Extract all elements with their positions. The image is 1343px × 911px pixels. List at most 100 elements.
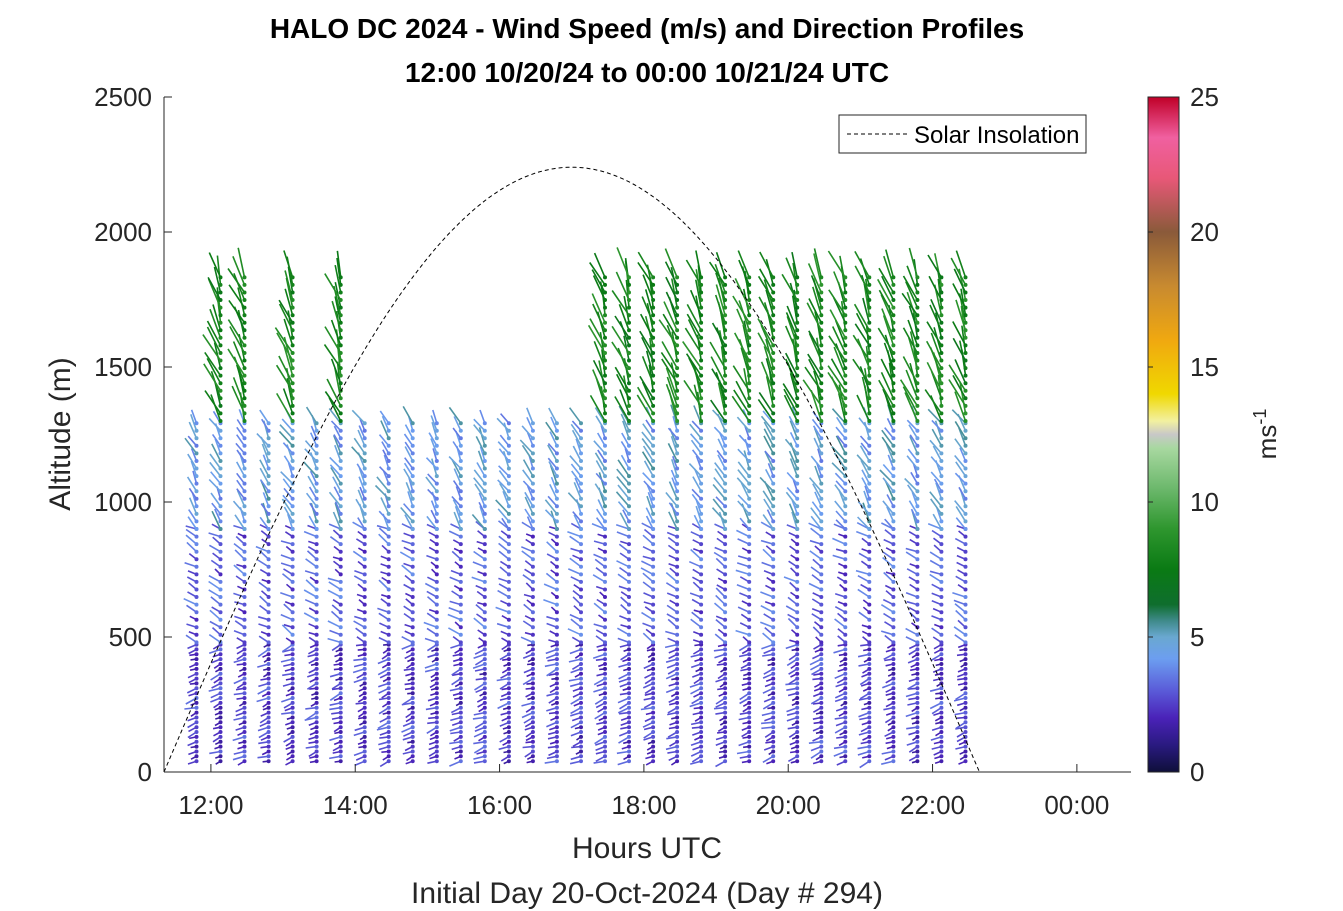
wind-barb-head bbox=[699, 730, 704, 734]
wind-barb-shaft bbox=[190, 414, 198, 431]
wind-barb-shaft bbox=[521, 425, 534, 439]
wind-barb-head bbox=[603, 443, 607, 448]
wind-barb-shaft bbox=[257, 559, 270, 568]
wind-barb-head bbox=[747, 632, 752, 637]
wind-barb-head bbox=[554, 739, 559, 744]
wind-barb-shaft bbox=[351, 446, 366, 462]
wind-barb-head bbox=[747, 647, 752, 652]
wind-barb-head bbox=[867, 759, 872, 764]
wind-barb-head bbox=[266, 466, 271, 471]
wind-barb-shaft bbox=[280, 471, 294, 485]
wind-barb-head bbox=[579, 610, 583, 615]
wind-barb-shaft bbox=[902, 356, 919, 384]
wind-barb-head bbox=[939, 652, 944, 657]
wind-barb-head bbox=[338, 587, 343, 592]
wind-barb-shaft bbox=[934, 420, 943, 439]
wind-barb-shaft bbox=[328, 491, 342, 507]
wind-barb-head bbox=[939, 489, 944, 494]
wind-barb-head bbox=[554, 700, 559, 705]
wind-barb-head bbox=[218, 328, 223, 333]
wind-barb-head bbox=[242, 715, 247, 720]
wind-barb-shaft bbox=[379, 410, 390, 424]
wind-barb-head bbox=[699, 388, 704, 393]
wind-barb-head bbox=[627, 749, 631, 754]
wind-barb-head bbox=[554, 759, 559, 764]
wind-barb-shaft bbox=[287, 513, 294, 530]
wind-barb-head bbox=[891, 328, 896, 333]
wind-barb-head bbox=[482, 421, 487, 426]
wind-barb-shaft bbox=[473, 424, 486, 439]
wind-barb-head bbox=[939, 710, 944, 715]
wind-barb-head bbox=[627, 730, 631, 734]
wind-barb-shaft bbox=[303, 530, 317, 538]
wind-barb-shaft bbox=[280, 592, 293, 598]
wind-barb-head bbox=[723, 676, 728, 681]
wind-barb-shaft bbox=[497, 702, 510, 710]
wind-barb-head bbox=[915, 481, 920, 486]
wind-barb-head bbox=[963, 305, 968, 310]
wind-barb-shaft bbox=[909, 434, 919, 447]
wind-barb-shaft bbox=[759, 476, 774, 492]
wind-barb-head bbox=[771, 632, 776, 637]
wind-barb-head bbox=[867, 725, 872, 730]
wind-barb-head bbox=[843, 403, 848, 408]
wind-barb-head bbox=[458, 696, 463, 700]
wind-barb-head bbox=[362, 451, 367, 456]
wind-barb-head bbox=[458, 459, 463, 463]
wind-barb-head bbox=[891, 681, 896, 686]
wind-barb-head bbox=[290, 632, 295, 637]
wind-barb-shaft bbox=[233, 273, 246, 301]
x-tick-label: 22:00 bbox=[900, 790, 965, 820]
wind-barb-head bbox=[410, 572, 415, 577]
wind-barb-head bbox=[699, 305, 704, 310]
wind-barb-head bbox=[675, 366, 680, 371]
wind-barb-shaft bbox=[642, 534, 654, 545]
wind-barb-head bbox=[603, 305, 607, 310]
wind-barb-head bbox=[699, 328, 704, 333]
wind-barb-head bbox=[867, 474, 872, 479]
wind-barb-head bbox=[362, 715, 367, 720]
wind-barb-head bbox=[843, 587, 848, 592]
wind-barb-head bbox=[867, 671, 872, 676]
wind-barb-head bbox=[362, 602, 367, 607]
wind-barb-head bbox=[963, 496, 968, 501]
wind-barb-head bbox=[867, 489, 872, 494]
wind-barb-shaft bbox=[333, 425, 342, 439]
wind-barb-head bbox=[434, 428, 439, 433]
wind-barb-shaft bbox=[640, 567, 654, 576]
wind-barb-head bbox=[675, 686, 680, 691]
wind-barb-shaft bbox=[789, 458, 798, 477]
wind-barb-shaft bbox=[356, 463, 366, 477]
wind-barb-head bbox=[242, 595, 247, 599]
wind-barb-head bbox=[603, 388, 607, 393]
wind-barb-head bbox=[843, 511, 848, 516]
wind-barb-head bbox=[843, 496, 848, 501]
wind-barb-shaft bbox=[324, 391, 342, 414]
wind-barb-head bbox=[723, 496, 728, 501]
wind-barb-shaft bbox=[661, 341, 678, 369]
wind-barb-head bbox=[747, 403, 752, 408]
wind-barb-shaft bbox=[430, 438, 438, 454]
wind-barb-head bbox=[771, 313, 776, 318]
wind-barb-head bbox=[386, 527, 391, 531]
y-tick-label: 1500 bbox=[94, 352, 152, 382]
wind-barb-head bbox=[699, 595, 704, 599]
wind-barb-head bbox=[627, 715, 631, 720]
wind-barb-head bbox=[867, 366, 872, 371]
wind-barb-head bbox=[314, 662, 319, 666]
wind-barb-shaft bbox=[839, 255, 847, 286]
wind-barb-head bbox=[314, 671, 319, 676]
wind-barb-head bbox=[891, 519, 896, 524]
wind-barb-head bbox=[530, 759, 535, 764]
wind-barb-head bbox=[434, 595, 439, 599]
wind-barb-head bbox=[314, 759, 319, 764]
wind-barb-head bbox=[819, 700, 824, 705]
wind-barb-shaft bbox=[592, 303, 606, 331]
wind-barb-head bbox=[338, 290, 343, 295]
wind-barb-shaft bbox=[597, 432, 606, 447]
wind-barb-head bbox=[362, 632, 367, 637]
wind-barb-shaft bbox=[524, 491, 534, 507]
wind-barb-head bbox=[675, 489, 680, 494]
wind-barb-shaft bbox=[210, 471, 222, 485]
wind-barb-head bbox=[891, 335, 896, 340]
